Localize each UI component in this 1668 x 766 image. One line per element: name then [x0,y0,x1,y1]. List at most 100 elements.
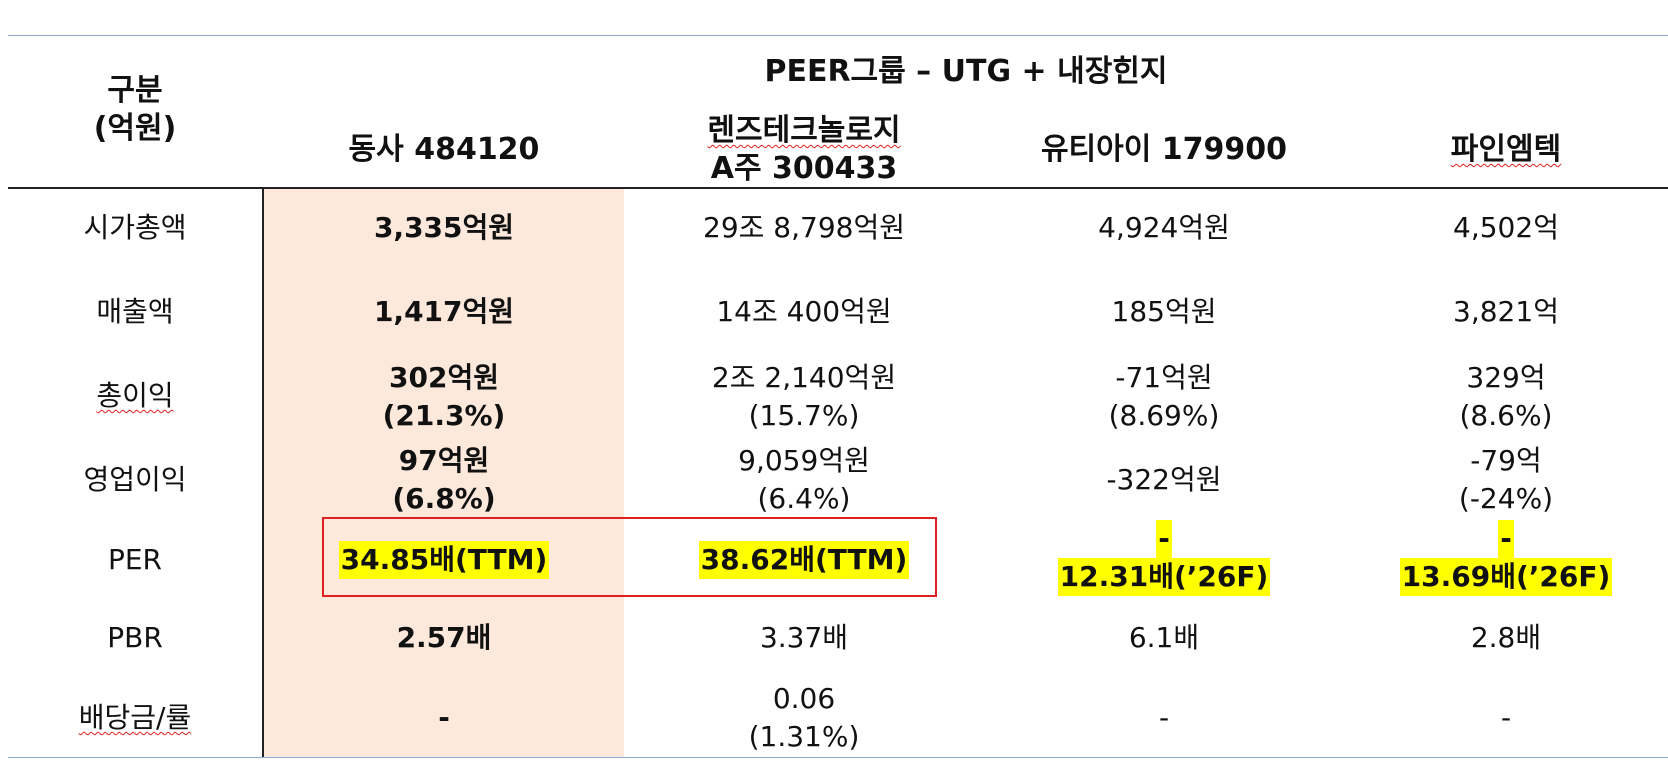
cell-value: 4,502억 [1453,211,1559,244]
header-rule [8,187,1668,189]
cell-value: -322억원 [1106,463,1222,496]
cell-value: -79억 [1470,444,1542,477]
cell-value: 3,821억 [1453,295,1559,328]
cell-value: 38.62배(TTM) [698,541,910,579]
cell-dash: - [1498,520,1514,558]
cell-value: 3.37배 [759,621,849,654]
cell-revenue-own: 1,417억원 [264,280,624,344]
row-label-revenue: 매출액 [40,280,230,344]
cell-operating-profit-lens-tech: 9,059억원 (6.4%) [624,440,984,520]
cell-gross-profit-uti: -71억원 (8.69%) [984,357,1344,437]
cell-value: -71억원 [1115,361,1213,394]
cell-operating-profit-uti: -322억원 [984,440,1344,520]
row-label-market-cap: 시가총액 [40,196,230,260]
cell-value: 14조 400억원 [716,295,892,328]
peer-group-title-text: PEER그룹 – UTG + 내장힌지 [764,54,1168,89]
company-header-own: 동사 484120 [264,112,624,188]
cell-dividend-lens-tech: 0.06 (1.31%) [624,678,984,758]
cell-pbr-own: 2.57배 [264,606,624,670]
cell-value: 329억 [1466,361,1546,394]
row-label-text: 배당금/률 [78,701,192,734]
cell-revenue-uti: 185억원 [984,280,1344,344]
cell-ratio: (1.31%) [748,720,860,753]
cell-value: 97억원 [398,444,490,477]
row-label-text: 총이익 [96,379,174,412]
cell-per-uti: -12.31배(’26F) [984,516,1344,600]
cell-gross-profit-finemtech: 329억 (8.6%) [1344,357,1668,437]
cell-ratio: (8.69%) [1108,399,1220,432]
cell-value: 12.31배(’26F) [1057,558,1271,596]
row-label-pbr: PBR [40,606,230,670]
cell-pbr-uti: 6.1배 [984,606,1344,670]
category-header-line1: 구분 [107,73,163,108]
cell-pbr-finemtech: 2.8배 [1344,606,1668,670]
cell-per-lens-tech: 38.62배(TTM) [684,528,924,592]
cell-value: 0.06 [772,682,836,715]
cell-gross-profit-lens-tech: 2조 2,140억원 (15.7%) [624,357,984,437]
cell-value: 9,059억원 [738,444,870,477]
row-label-text: 시가총액 [83,211,187,244]
category-header: 구분 (억원) [40,70,230,150]
cell-value: 2조 2,140억원 [711,361,897,394]
row-label-text: 영업이익 [83,463,187,496]
company-code: A주 300433 [710,151,898,186]
cell-value: 2.57배 [396,621,492,654]
cell-per-finemtech: -13.69배(’26F) [1344,516,1668,600]
label-column-divider [262,188,264,758]
cell-pbr-lens-tech: 3.37배 [624,606,984,670]
company-name: 렌즈테크놀로지 [707,113,901,148]
cell-dash: - [1156,520,1172,558]
cell-value: - [438,701,450,734]
row-label-per: PER [40,528,230,592]
cell-revenue-finemtech: 3,821억 [1344,280,1668,344]
peer-group-title: PEER그룹 – UTG + 내장힌지 [264,52,1668,92]
company-header-lens-tech: 렌즈테크놀로지 A주 300433 [624,110,984,190]
cell-value: 2.8배 [1470,621,1542,654]
row-label-dividend: 배당금/률 [40,686,230,750]
company-header-finemtech: 파인엠텍 [1344,112,1668,188]
own-company-column-shade [264,189,624,757]
cell-gross-profit-own: 302억원 (21.3%) [264,357,624,437]
cell-dividend-finemtech: - [1344,686,1668,750]
cell-market-cap-own: 3,335억원 [264,196,624,260]
cell-value: 1,417억원 [373,295,515,328]
row-label-text: 매출액 [96,295,174,328]
company-name: 유티아이 179900 [1040,132,1288,167]
cell-value: 13.69배(’26F) [1399,558,1613,596]
cell-market-cap-lens-tech: 29조 8,798억원 [624,196,984,260]
cell-ratio: (15.7%) [748,399,860,432]
row-label-text: PER [107,543,163,576]
cell-ratio: (6.8%) [392,482,496,515]
cell-value: 302억원 [389,361,499,394]
cell-value: 29조 8,798억원 [703,211,905,244]
cell-value: 4,924억원 [1098,211,1230,244]
row-label-operating-profit: 영업이익 [40,444,230,516]
cell-ratio: (8.6%) [1459,399,1553,432]
cell-value: 6.1배 [1128,621,1200,654]
row-label-text: PBR [107,621,163,654]
cell-dividend-own: - [264,686,624,750]
cell-value: 34.85배(TTM) [338,541,550,579]
top-rule [8,35,1668,36]
cell-operating-profit-own: 97억원 (6.8%) [264,440,624,520]
cell-market-cap-uti: 4,924억원 [984,196,1344,260]
cell-value: - [1158,701,1170,734]
cell-per-own: 34.85배(TTM) [324,528,564,592]
cell-ratio: (6.4%) [757,482,851,515]
cell-value: - [1500,701,1512,734]
cell-ratio: (21.3%) [382,399,506,432]
bottom-rule [8,757,1668,758]
category-header-line2: (억원) [93,111,177,146]
per-comparison-highlight-box [322,517,937,597]
cell-revenue-lens-tech: 14조 400억원 [624,280,984,344]
company-name: 동사 484120 [348,132,540,167]
cell-operating-profit-finemtech: -79억 (-24%) [1344,440,1668,520]
cell-dividend-uti: - [984,686,1344,750]
cell-market-cap-finemtech: 4,502억 [1344,196,1668,260]
cell-value: 185억원 [1111,295,1217,328]
company-name: 파인엠텍 [1450,132,1562,167]
row-label-gross-profit: 총이익 [40,360,230,432]
company-header-uti: 유티아이 179900 [984,112,1344,188]
cell-value: 3,335억원 [373,211,515,244]
cell-ratio: (-24%) [1458,482,1554,515]
